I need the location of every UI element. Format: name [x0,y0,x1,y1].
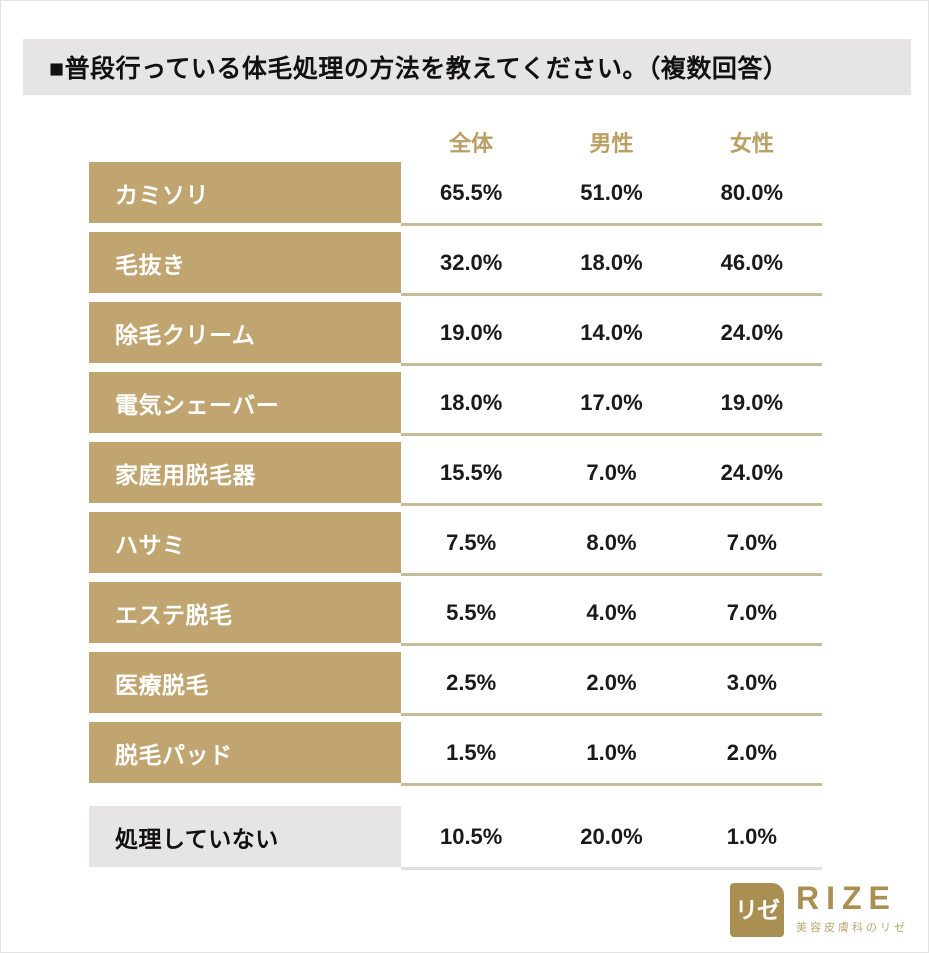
row-label: エステ脱毛 [89,582,401,643]
value-male: 1.0% [586,739,637,765]
results-table: 全体 男性 女性 カミソリ 65.5% 51.0% 80.0% 毛抜き 32.0… [89,121,822,876]
table-row: 家庭用脱毛器 15.5% 7.0% 24.0% [89,442,822,512]
row-values: 18.0% 17.0% 19.0% [401,372,822,436]
value-female: 7.0% [726,599,777,625]
table-row: 除毛クリーム 19.0% 14.0% 24.0% [89,302,822,372]
row-label: 処理していない [89,806,401,867]
row-values: 10.5% 20.0% 1.0% [401,806,822,870]
row-label: 除毛クリーム [89,302,401,363]
value-total: 7.5% [446,529,497,555]
value-female: 19.0% [720,389,784,415]
value-male: 51.0% [580,179,643,205]
row-values: 2.5% 2.0% 3.0% [401,652,822,716]
table-row: 脱毛パッド 1.5% 1.0% 2.0% [89,722,822,792]
row-label: 毛抜き [89,232,401,293]
value-total: 10.5% [439,823,503,849]
row-values: 7.5% 8.0% 7.0% [401,512,822,576]
value-total: 15.5% [439,459,503,485]
value-total: 32.0% [439,249,503,275]
row-values: 15.5% 7.0% 24.0% [401,442,822,506]
logo-wordmark: RIZE [796,880,897,917]
value-male: 7.0% [586,459,637,485]
value-female: 24.0% [720,319,784,345]
value-male: 20.0% [580,823,643,849]
row-label: 脱毛パッド [89,722,401,783]
row-label: 家庭用脱毛器 [89,442,401,503]
value-male: 17.0% [580,389,643,415]
row-values: 1.5% 1.0% 2.0% [401,722,822,786]
column-header-male: 男性 [589,130,634,156]
rize-badge-icon: リゼ [730,883,784,937]
row-label: カミソリ [89,162,401,223]
value-female: 80.0% [720,179,784,205]
value-female: 3.0% [726,669,777,695]
logo-tagline: 美容皮膚科のリゼ [796,922,908,934]
value-male: 18.0% [580,249,643,275]
value-male: 4.0% [586,599,637,625]
value-male: 14.0% [580,319,643,345]
row-label: 電気シェーバー [89,372,401,433]
title-band: ■普段行っている体毛処理の方法を教えてください。（複数回答） [23,39,911,95]
table-row: 処理していない 10.5% 20.0% 1.0% [89,806,822,876]
page-title: ■普段行っている体毛処理の方法を教えてください。（複数回答） [49,55,789,83]
value-total: 1.5% [446,739,497,765]
value-total: 2.5% [446,669,497,695]
table-row: 電気シェーバー 18.0% 17.0% 19.0% [89,372,822,442]
value-male: 2.0% [586,669,637,695]
value-female: 1.0% [726,823,777,849]
value-female: 2.0% [726,739,777,765]
rize-logo: リゼ RIZE 美容皮膚科のリゼ [730,881,908,937]
table-header-row: 全体 男性 女性 [89,121,822,162]
row-label: ハサミ [89,512,401,573]
row-values: 32.0% 18.0% 46.0% [401,232,822,296]
row-values: 65.5% 51.0% 80.0% [401,162,822,226]
row-values: 19.0% 14.0% 24.0% [401,302,822,366]
table-row: 毛抜き 32.0% 18.0% 46.0% [89,232,822,302]
value-female: 46.0% [720,249,784,275]
row-label: 医療脱毛 [89,652,401,713]
row-values: 5.5% 4.0% 7.0% [401,582,822,646]
value-female: 7.0% [726,529,777,555]
table-row: エステ脱毛 5.5% 4.0% 7.0% [89,582,822,652]
value-total: 65.5% [439,179,503,205]
column-header-total: 全体 [449,130,494,156]
logo-text-block: RIZE 美容皮膚科のリゼ [796,880,908,937]
value-total: 18.0% [439,389,503,415]
value-male: 8.0% [586,529,637,555]
table-row: 医療脱毛 2.5% 2.0% 3.0% [89,652,822,722]
column-header-female: 女性 [729,130,774,156]
value-total: 5.5% [446,599,497,625]
value-female: 24.0% [720,459,784,485]
table-row: カミソリ 65.5% 51.0% 80.0% [89,162,822,232]
value-total: 19.0% [439,319,503,345]
table-row: ハサミ 7.5% 8.0% 7.0% [89,512,822,582]
